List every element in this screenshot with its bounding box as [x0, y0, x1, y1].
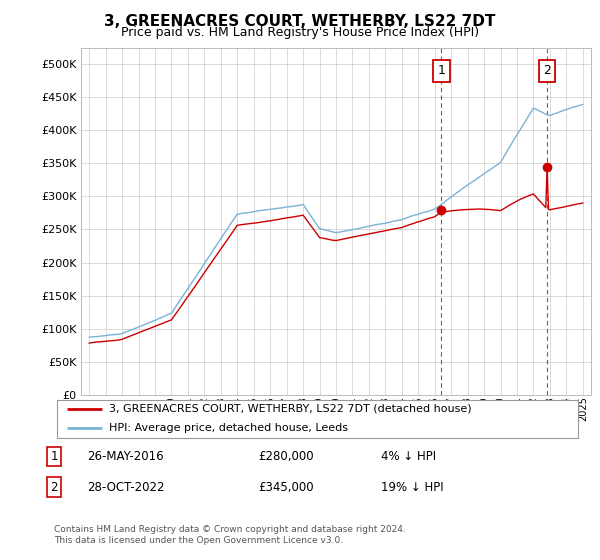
- Text: 19% ↓ HPI: 19% ↓ HPI: [381, 480, 443, 494]
- Text: 2: 2: [50, 480, 58, 494]
- Text: £280,000: £280,000: [258, 450, 314, 463]
- Text: 2: 2: [543, 64, 551, 77]
- Text: 4% ↓ HPI: 4% ↓ HPI: [381, 450, 436, 463]
- Text: 1: 1: [50, 450, 58, 463]
- Text: Price paid vs. HM Land Registry's House Price Index (HPI): Price paid vs. HM Land Registry's House …: [121, 26, 479, 39]
- Text: 1: 1: [437, 64, 445, 77]
- Text: Contains HM Land Registry data © Crown copyright and database right 2024.
This d: Contains HM Land Registry data © Crown c…: [54, 525, 406, 545]
- Text: 26-MAY-2016: 26-MAY-2016: [87, 450, 164, 463]
- FancyBboxPatch shape: [56, 400, 578, 437]
- Text: £345,000: £345,000: [258, 480, 314, 494]
- Text: HPI: Average price, detached house, Leeds: HPI: Average price, detached house, Leed…: [109, 423, 349, 433]
- Text: 28-OCT-2022: 28-OCT-2022: [87, 480, 164, 494]
- Text: 3, GREENACRES COURT, WETHERBY, LS22 7DT: 3, GREENACRES COURT, WETHERBY, LS22 7DT: [104, 14, 496, 29]
- Text: 3, GREENACRES COURT, WETHERBY, LS22 7DT (detached house): 3, GREENACRES COURT, WETHERBY, LS22 7DT …: [109, 404, 472, 414]
